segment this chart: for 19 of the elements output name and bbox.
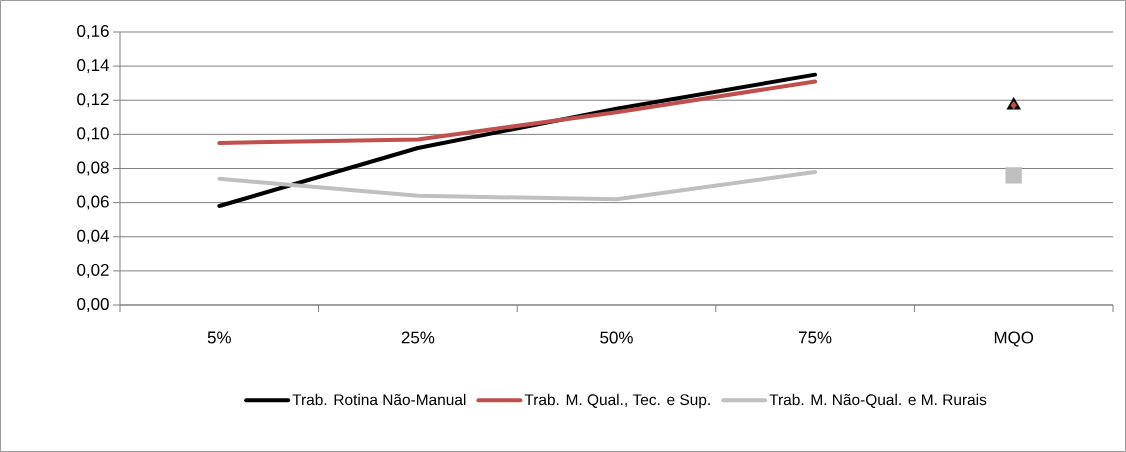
y-tick-label: 0,00 [77, 298, 109, 312]
line-series [217, 79, 818, 145]
legend-label: Trab. M. Qual., Tec. e Sup. [524, 393, 710, 409]
y-tick-label: 0,08 [77, 161, 109, 176]
y-tick-label: 0,16 [77, 25, 109, 39]
x-tick-label: 25% [401, 331, 435, 344]
legend-label: Trab. M. Não-Qual. e M. Rurais [769, 393, 987, 408]
x-tick-label: 5% [207, 331, 231, 344]
x-tick-label: 75% [799, 331, 832, 344]
y-tick-label: 0,14 [77, 59, 109, 74]
y-tick-label: 0,04 [77, 229, 109, 244]
y-tick-label: 0,10 [77, 127, 109, 142]
legend-label: Trab. Rotina Não-Manual [292, 393, 466, 406]
y-tick-label: 0,12 [77, 93, 109, 108]
x-tick-label: MQO [994, 331, 1034, 347]
y-tick-label: 0,06 [77, 195, 109, 210]
y-tick-label: 0,02 [77, 263, 109, 278]
x-tick-label: 50% [600, 331, 633, 344]
line-series [217, 169, 818, 202]
